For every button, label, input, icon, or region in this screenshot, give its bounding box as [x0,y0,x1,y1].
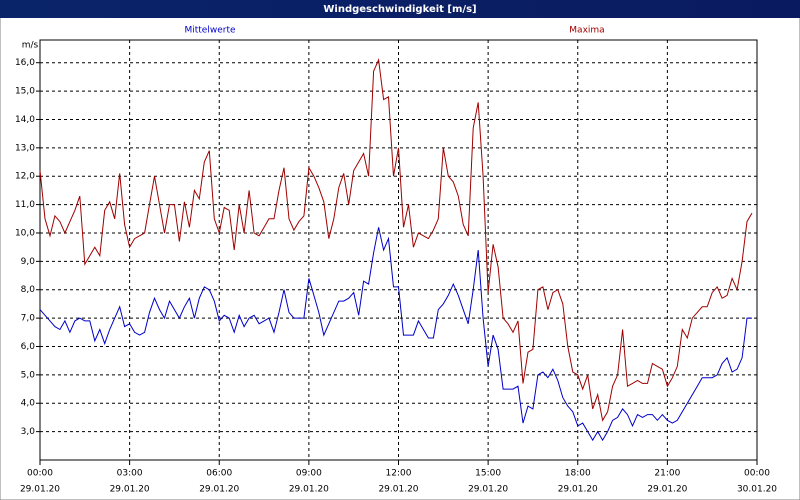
x-tick-date: 29.01.20 [199,485,239,495]
legend-label: Mittelwerte [184,26,235,36]
x-tick-label: 00:00 [744,469,770,479]
x-tick-date: 29.01.20 [558,485,598,495]
y-unit: m/s [22,41,39,51]
title-bar [0,0,800,18]
x-tick-label: 12:00 [386,469,412,479]
x-tick-date: 29.01.20 [110,485,150,495]
x-tick-label: 06:00 [206,469,232,479]
x-tick-label: 00:00 [27,469,53,479]
y-tick-label: 6,0 [21,342,36,352]
series-line [39,58,753,422]
y-tick-label: 12,0 [15,172,35,182]
y-tick-label: 8,0 [21,285,36,295]
series-line [39,227,752,442]
x-tick-date: 29.01.20 [289,485,329,495]
y-tick-label: 4,0 [21,399,36,409]
plot-frame [39,39,758,461]
y-tick-label: 11,0 [15,200,35,210]
x-tick-date: 29.01.20 [647,485,687,495]
y-tick-label: 15,0 [15,87,35,97]
x-tick-label: 21:00 [654,469,680,479]
x-tick-label: 15:00 [475,469,501,479]
legend-label: Maxima [569,26,604,36]
x-tick-label: 03:00 [117,469,143,479]
y-tick-label: 16,0 [15,58,35,68]
x-tick-label: 09:00 [296,469,322,479]
y-tick-label: 13,0 [15,143,35,153]
y-tick-label: 7,0 [21,314,36,324]
y-tick-label: 5,0 [21,370,36,380]
y-tick-label: 3,0 [21,427,36,437]
y-tick-label: 9,0 [21,257,36,267]
x-tick-date: 30.01.20 [737,485,777,495]
y-tick-label: 14,0 [15,115,35,125]
x-tick-date: 29.01.20 [378,485,418,495]
x-tick-date: 29.01.20 [468,485,508,495]
x-tick-label: 18:00 [565,469,591,479]
x-tick-date: 29.01.20 [20,485,60,495]
chart-title: Windgeschwindigkeit [m/s] [323,4,476,15]
y-tick-label: 10,0 [15,228,35,238]
